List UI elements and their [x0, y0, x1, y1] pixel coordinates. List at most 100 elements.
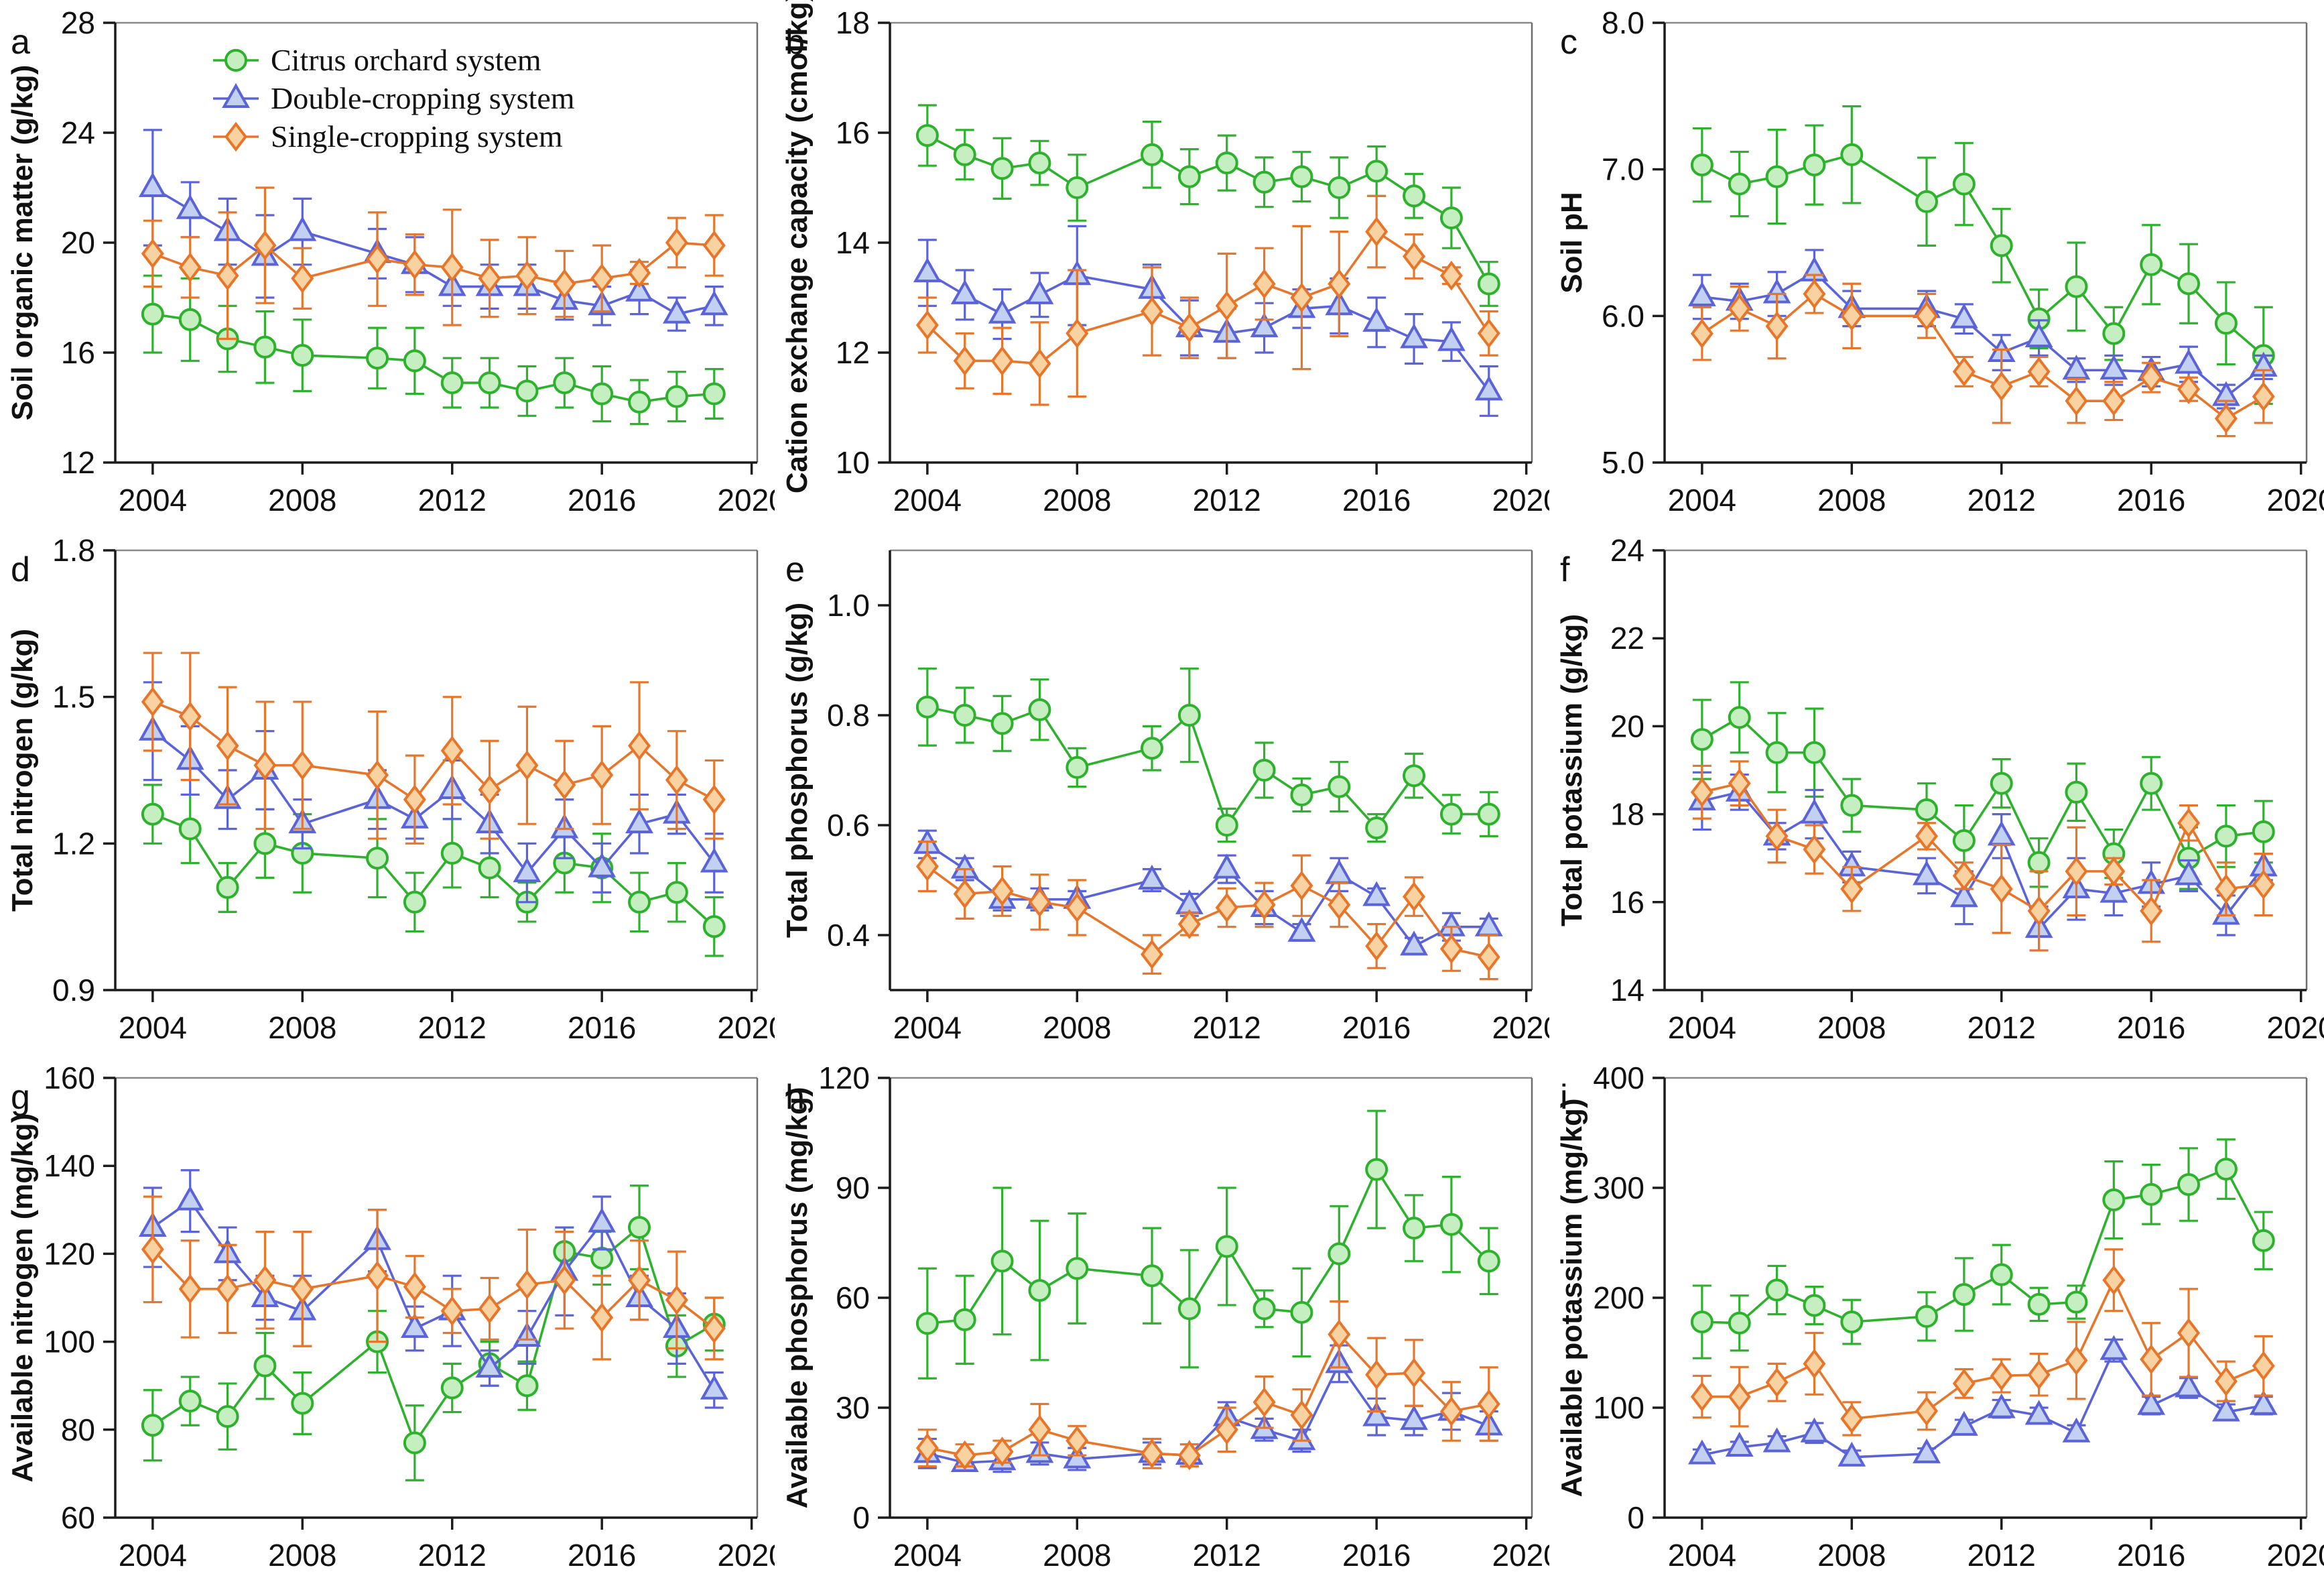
data-point-marker-single: [2177, 808, 2201, 839]
data-point-marker-double: [1400, 930, 1428, 956]
data-point-marker-single: [702, 784, 726, 815]
x-tick-label: 2016: [1342, 1538, 1411, 1573]
data-point-marker-citrus: [2177, 272, 2201, 296]
data-point-marker-citrus: [2102, 322, 2126, 345]
data-point-marker-single: [1477, 1389, 1500, 1419]
data-point-marker-double: [625, 808, 653, 834]
data-point-marker-citrus: [1439, 1213, 1463, 1236]
data-point-marker-single: [2214, 873, 2238, 904]
plot-area: [890, 550, 1532, 990]
data-point-marker-double: [2211, 1396, 2240, 1422]
y-tick-label: 22: [1610, 621, 1644, 656]
data-point-marker-single: [2027, 357, 2051, 387]
y-tick-label: 0.8: [827, 698, 870, 733]
y-tick-label: 80: [61, 1412, 95, 1447]
data-point-marker-citrus: [224, 49, 247, 72]
y-tick-label: 14: [1610, 973, 1644, 1008]
data-point-marker-double: [1063, 1443, 1092, 1469]
x-tick-label: 2012: [418, 483, 487, 517]
data-point-marker-citrus: [915, 695, 939, 719]
data-point-marker-citrus: [1952, 172, 1976, 196]
data-point-marker-single: [2065, 1345, 2088, 1376]
x-tick-label: 2008: [1043, 483, 1111, 517]
data-point-marker-single: [553, 1265, 576, 1296]
data-point-marker-double: [2100, 1335, 2128, 1360]
data-point-marker-single: [2140, 362, 2163, 393]
y-axis-title: Soil organic matter (g/kg): [6, 65, 39, 421]
data-point-marker-single: [440, 735, 464, 766]
x-tick-label: 2004: [119, 1010, 187, 1045]
series-citrus: [1690, 1138, 2275, 1359]
data-point-marker-single: [478, 774, 501, 805]
y-tick-label: 120: [44, 1236, 95, 1271]
data-point-marker-citrus: [1803, 741, 1826, 764]
data-point-marker-citrus: [990, 157, 1014, 180]
data-point-marker-double: [138, 172, 167, 197]
x-tick-label: 2016: [1342, 1010, 1411, 1045]
data-point-marker-citrus: [2027, 1292, 2051, 1316]
data-point-marker-citrus: [953, 143, 976, 166]
data-point-marker-double: [1687, 281, 1716, 306]
data-point-marker-citrus: [178, 308, 202, 331]
data-point-marker-single: [1803, 1349, 1826, 1379]
data-point-marker-single: [1141, 296, 1164, 326]
data-point-marker-citrus: [141, 302, 164, 326]
data-point-marker-single: [2177, 374, 2201, 404]
y-tick-label: 140: [44, 1148, 95, 1183]
data-point-marker-double: [1362, 881, 1391, 906]
data-point-marker-single: [440, 1296, 464, 1326]
data-point-marker-citrus: [1990, 772, 2013, 795]
data-point-marker-citrus: [403, 1431, 426, 1455]
data-point-marker-single: [2102, 385, 2126, 416]
data-point-marker-single: [953, 1440, 976, 1471]
data-point-marker-single: [1290, 1400, 1313, 1430]
data-point-marker-single: [478, 263, 501, 294]
legend-label-citrus: Citrus orchard system: [271, 43, 541, 77]
data-point-marker-double: [288, 216, 317, 241]
x-tick-label: 2016: [568, 1010, 636, 1045]
data-point-marker-single: [1066, 1425, 1089, 1456]
data-point-marker-citrus: [2140, 772, 2163, 795]
data-point-marker-citrus: [1803, 1294, 1826, 1317]
data-point-marker-single: [1477, 318, 1500, 349]
x-tick-label: 2012: [1193, 483, 1261, 517]
data-point-marker-double: [1138, 864, 1166, 890]
data-point-marker-single: [291, 750, 314, 781]
data-point-marker-citrus: [440, 1376, 464, 1400]
y-tick-label: 1.8: [52, 533, 95, 568]
y-axis-title: Available potassium (mg/kg): [1555, 1099, 1588, 1498]
x-tick-label: 2012: [418, 1538, 487, 1573]
data-point-marker-citrus: [1252, 759, 1276, 782]
data-point-marker-single: [1215, 1414, 1238, 1445]
data-point-marker-single: [1728, 294, 1751, 324]
x-tick-label: 2004: [119, 483, 187, 517]
data-point-marker-single: [1439, 934, 1463, 964]
data-point-marker-single: [253, 230, 277, 261]
panel-letter: c: [1560, 23, 1577, 62]
legend-label-double: Double-cropping system: [271, 81, 575, 115]
y-axis-title: Total nitrogen (g/kg): [6, 629, 39, 912]
data-point-marker-single: [178, 1274, 202, 1304]
data-point-marker-single: [1177, 909, 1201, 939]
data-point-marker-citrus: [2027, 851, 2051, 874]
x-tick-label: 2016: [1342, 483, 1411, 517]
y-axis-title: Available phosphorus (mg/kg): [781, 1087, 814, 1508]
data-point-marker-citrus: [1477, 272, 1500, 296]
y-tick-label: 90: [836, 1170, 870, 1205]
data-point-marker-citrus: [515, 379, 539, 403]
data-point-marker-double: [2175, 349, 2203, 374]
data-point-marker-citrus: [1477, 802, 1500, 826]
data-point-marker-single: [1215, 291, 1238, 321]
data-point-marker-single: [291, 1274, 314, 1304]
data-point-marker-double: [1949, 303, 1978, 328]
data-point-marker-double: [2175, 1372, 2203, 1398]
